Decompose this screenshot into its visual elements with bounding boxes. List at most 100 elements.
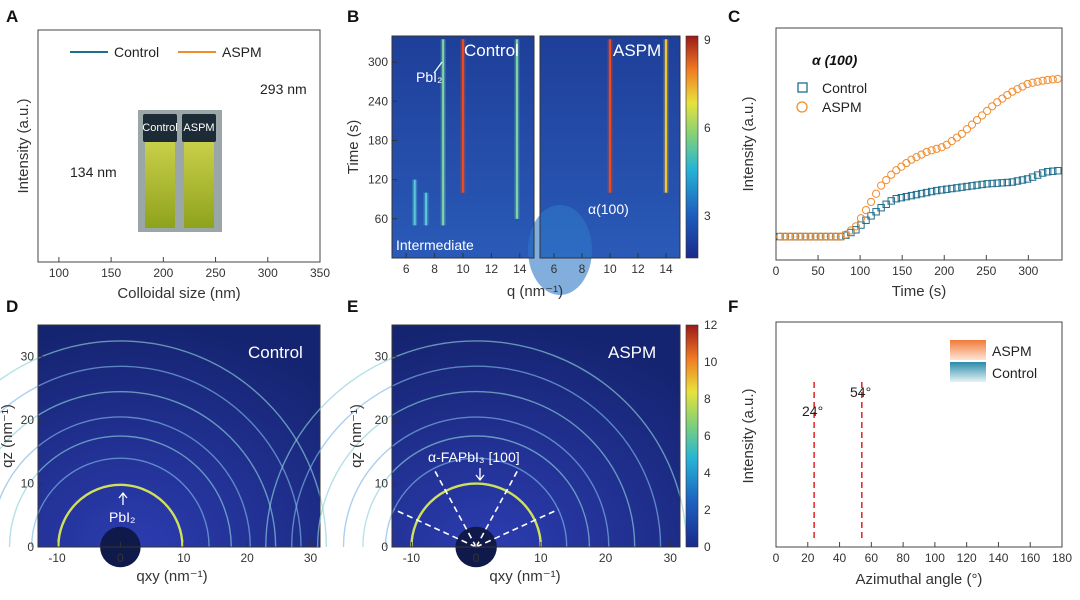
data-point-aspm xyxy=(1038,76,1047,85)
data-point-aspm xyxy=(856,214,866,223)
data-point-control xyxy=(1049,167,1057,175)
arrow-pbi2-d xyxy=(118,491,128,505)
inset-label-aspm: ASPM xyxy=(183,122,214,134)
annotation-293nm: 293 nm xyxy=(260,81,307,97)
x-tick-label: 20 xyxy=(599,551,613,565)
data-point-control xyxy=(953,184,961,192)
annotation-134nm: 134 nm xyxy=(70,164,117,180)
colorbar-tick-label: 6 xyxy=(704,429,711,443)
diffraction-ring-5 xyxy=(316,390,636,548)
x-tick-label: 6 xyxy=(403,262,410,276)
x-tick-label: 160 xyxy=(1020,551,1040,565)
streak-aspm-q10 xyxy=(609,39,611,193)
legend-label-aspm: ASPM xyxy=(822,99,862,115)
x-tick-label: 14 xyxy=(659,262,673,276)
data-point-control xyxy=(1018,176,1027,184)
map-background xyxy=(392,325,680,547)
legend-swatch-aspm xyxy=(950,340,986,360)
y-tick-label: 300 xyxy=(368,55,388,69)
data-point-control xyxy=(983,180,991,188)
data-point-aspm xyxy=(972,115,982,125)
data-point-aspm xyxy=(937,143,946,152)
panel-label-c: C xyxy=(728,7,740,26)
azimuth-guide-25 xyxy=(475,508,559,548)
data-point-aspm xyxy=(872,189,881,198)
x-tick-label: 350 xyxy=(310,266,330,280)
vial-control xyxy=(145,142,175,228)
x-tick-label: 20 xyxy=(801,551,815,565)
label-pbi2-d: PbI₂ xyxy=(109,509,135,525)
y-tick-label: 30 xyxy=(21,350,35,364)
data-point-aspm xyxy=(887,170,896,179)
diffraction-ring-7 xyxy=(265,340,688,548)
legend-marker-aspm xyxy=(796,101,808,113)
streak-control-q8.6 xyxy=(442,39,445,226)
colorbar-tick-label: 4 xyxy=(704,466,711,480)
x-tick-label: 10 xyxy=(456,262,470,276)
x-tick-label: 0 xyxy=(117,551,124,565)
vial-cap-aspm xyxy=(182,114,216,142)
x-tick-label: 180 xyxy=(1052,551,1072,565)
annotation-54deg: 54° xyxy=(850,384,871,400)
panel-b-time-resolved-maps: 6 8 10 12 14 6 8 10 12 14 60 120 180 240 300 Control A… xyxy=(345,33,711,300)
data-point-aspm xyxy=(1028,78,1037,87)
data-point-control xyxy=(1033,171,1042,179)
label-alpha-fapbi3: α-FAPbI₃ [100] xyxy=(428,449,520,465)
data-point-control xyxy=(872,208,880,216)
data-point-aspm xyxy=(801,232,810,241)
x-tick-label: 100 xyxy=(49,266,69,280)
data-point-control xyxy=(1038,169,1047,177)
panel-label-a: A xyxy=(6,7,18,26)
legend-label-control: Control xyxy=(992,365,1037,381)
x-tick-label: 150 xyxy=(892,264,912,278)
y-tick-label: 20 xyxy=(375,413,389,427)
data-point-aspm xyxy=(851,222,861,231)
x-tick-label: 200 xyxy=(153,266,173,280)
x-tick-label: -10 xyxy=(403,551,421,565)
data-point-control xyxy=(973,181,981,189)
diffraction-ring-4 xyxy=(0,416,251,548)
label-pbi2-b: PbI₂ xyxy=(416,69,442,85)
x-tick-label: 80 xyxy=(896,551,910,565)
x-tick-label: 12 xyxy=(485,262,499,276)
x-tick-label: 300 xyxy=(258,266,278,280)
data-point-aspm xyxy=(1018,82,1027,91)
data-point-aspm xyxy=(927,146,936,155)
x-tick-label: 60 xyxy=(865,551,879,565)
data-point-aspm xyxy=(831,232,840,241)
data-point-control xyxy=(1003,178,1012,187)
data-point-aspm xyxy=(902,158,911,168)
colorbar-tick-label: 12 xyxy=(704,318,718,332)
data-point-aspm xyxy=(1048,75,1057,84)
azimuth-guide-62 xyxy=(475,468,520,548)
colorbar-tick-9: 9 xyxy=(704,33,711,47)
x-tick-label: 20 xyxy=(240,551,254,565)
x-tick-label: 300 xyxy=(1018,264,1038,278)
x-tick-label: 140 xyxy=(988,551,1008,565)
x-axis-label: qxy (nm⁻¹) xyxy=(136,568,207,585)
diffraction-ring-7 xyxy=(0,340,328,548)
x-axis-label: Colloidal size (nm) xyxy=(117,285,240,302)
x-tick-label: 150 xyxy=(101,266,121,280)
chart-title: α (100) xyxy=(812,52,858,68)
map-title-aspm: ASPM xyxy=(608,343,656,362)
colorbar-tick-3: 3 xyxy=(704,209,711,223)
y-tick-label: 0 xyxy=(381,540,388,554)
map-title-control: Control xyxy=(464,41,519,60)
panel-c-intensity-evolution: 0 50 100 150 200 250 300 α (100) Control ASPM … xyxy=(740,27,1063,300)
legend-label-control: Control xyxy=(822,80,867,96)
colorbar-tick-6: 6 xyxy=(704,121,711,135)
x-axis-label: qxy (nm⁻¹) xyxy=(489,568,560,585)
data-point-aspm xyxy=(811,232,820,241)
data-point-aspm xyxy=(791,232,800,241)
x-tick-label: 250 xyxy=(976,264,996,278)
map-aspm-glow xyxy=(528,205,592,295)
x-tick-label: 40 xyxy=(833,551,847,565)
map-title-aspm: ASPM xyxy=(613,41,661,60)
x-tick-label: 10 xyxy=(603,262,617,276)
diffraction-ring-4 xyxy=(342,416,610,548)
diffraction-ring-1 xyxy=(57,483,184,548)
inset-vial-photo: Control ASPM xyxy=(138,110,222,232)
x-tick-label: 200 xyxy=(934,264,954,278)
